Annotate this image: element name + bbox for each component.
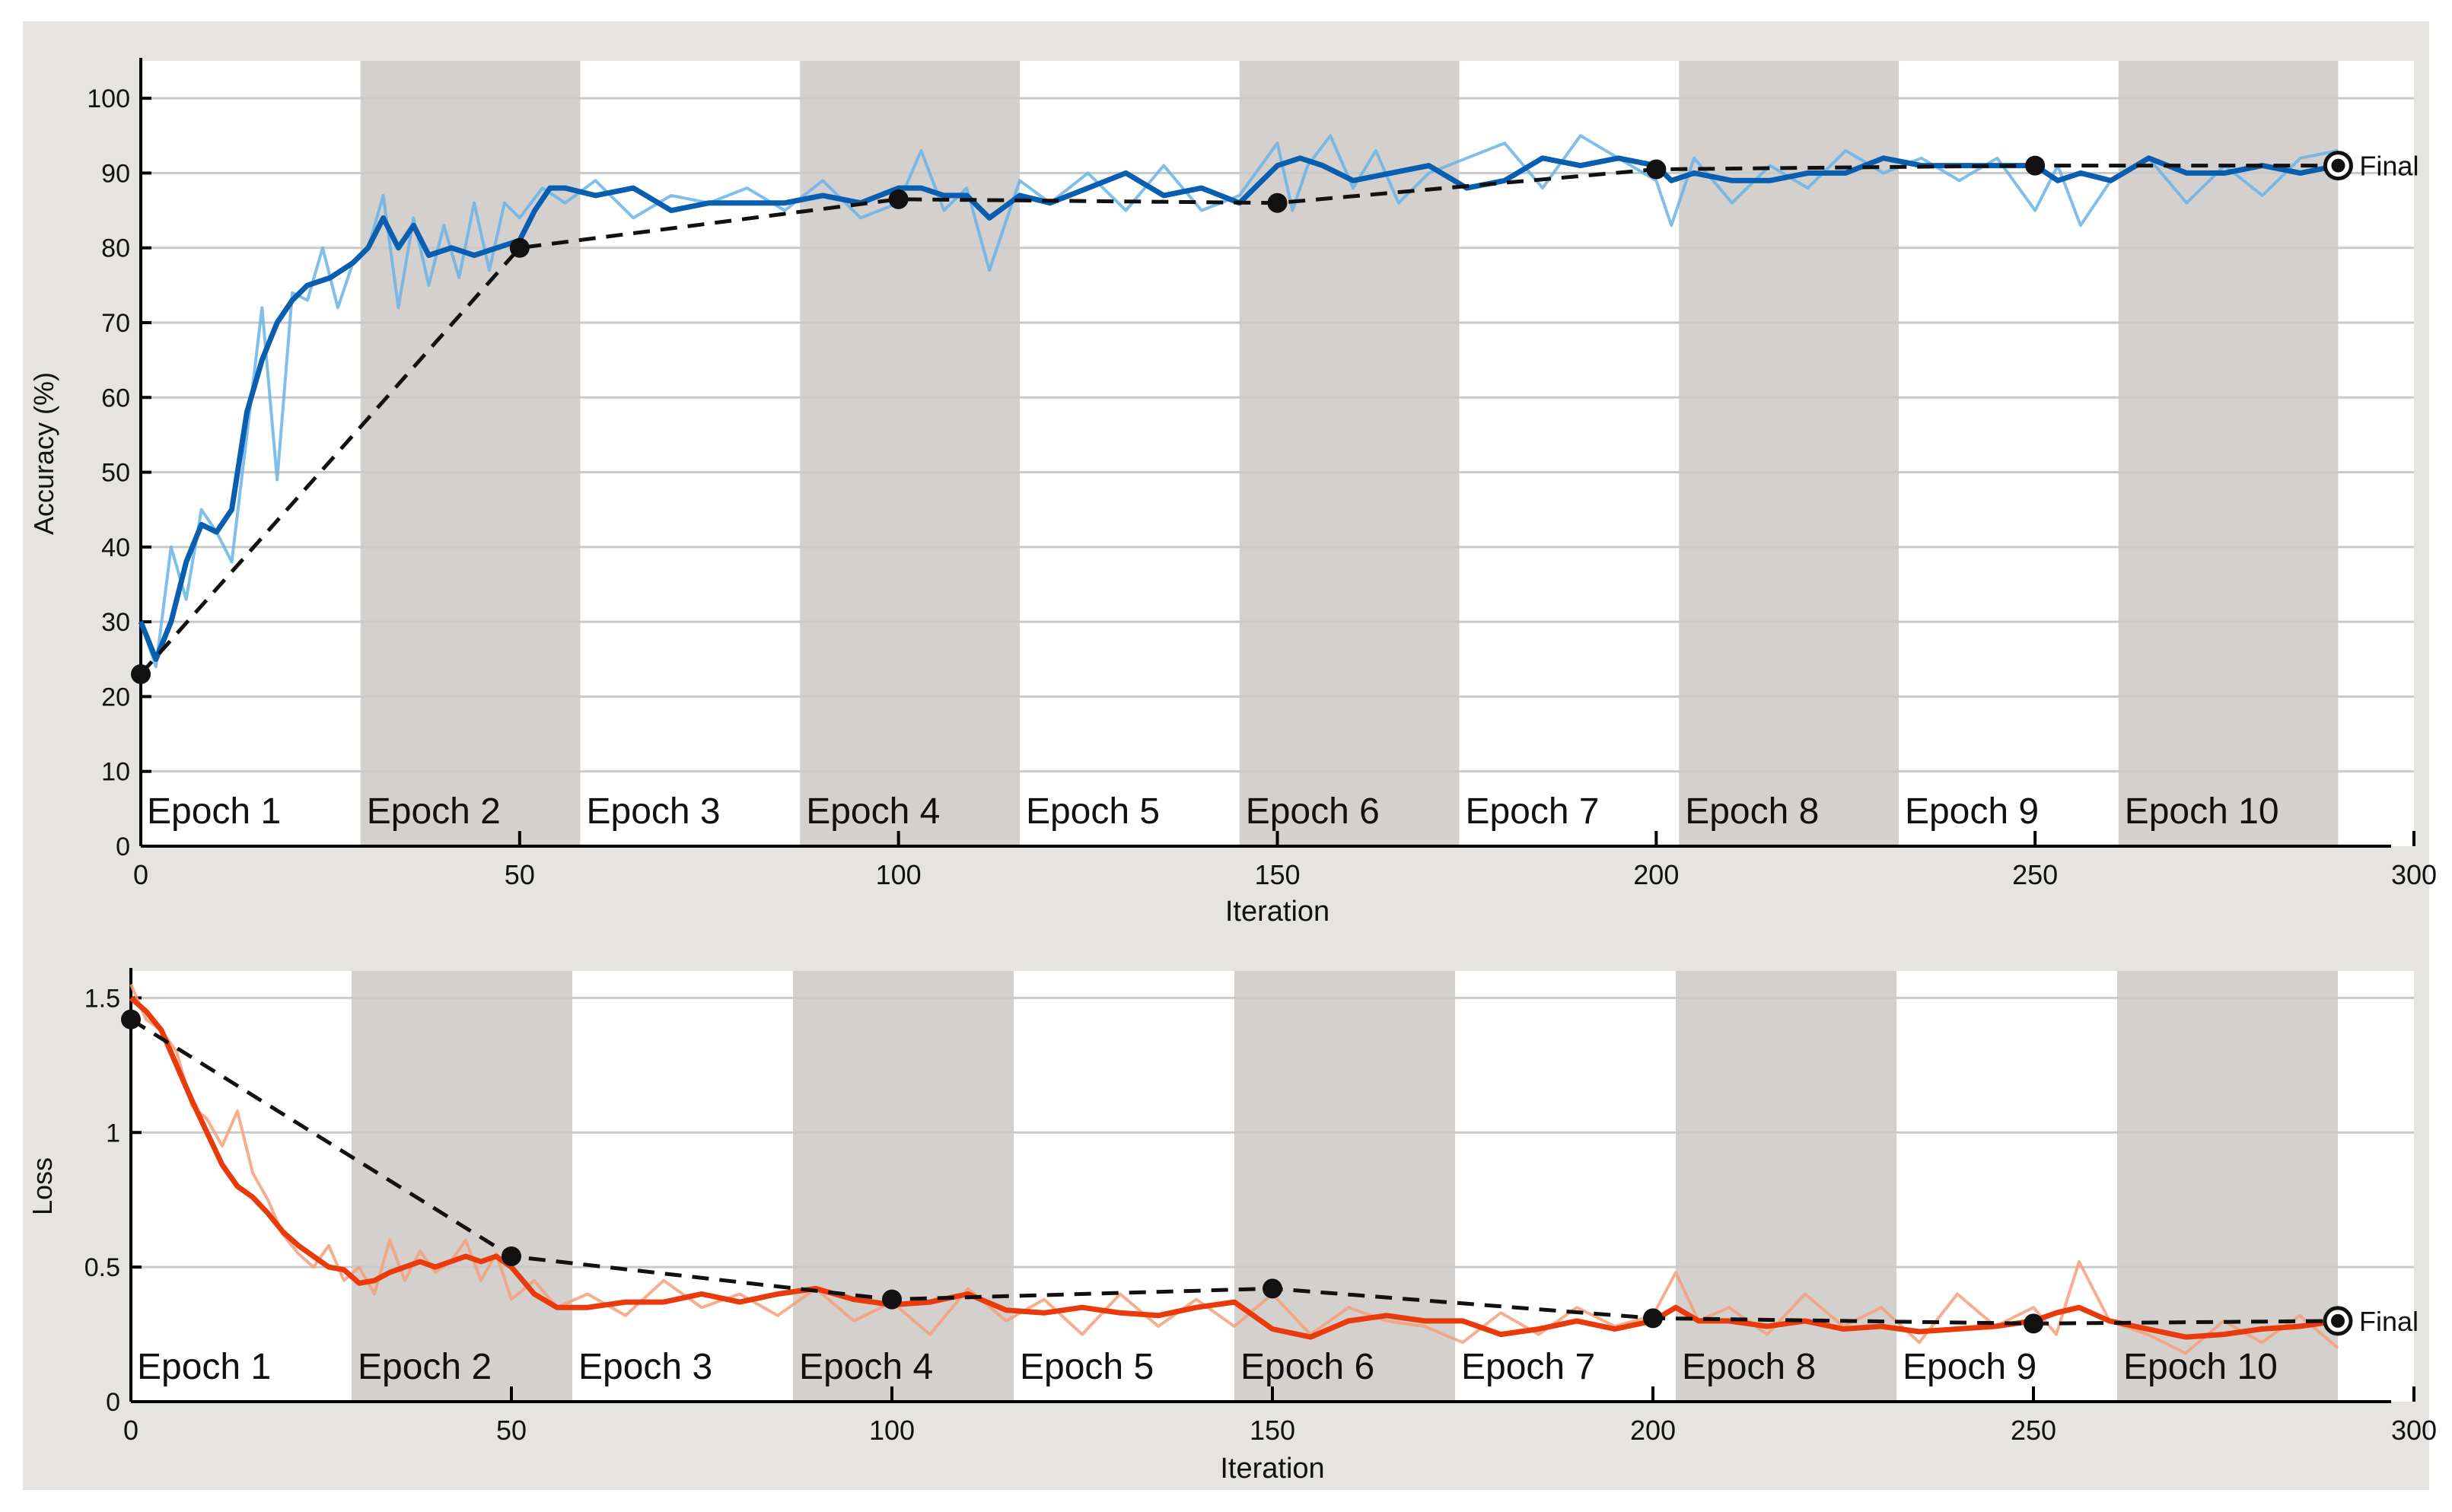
loss-epoch-label: Epoch 6 (1240, 1347, 1374, 1387)
loss-epoch-label: Epoch 4 (799, 1347, 933, 1387)
accuracy-x-axis-label: Iteration (1225, 896, 1329, 928)
accuracy-final-marker-dot (2331, 158, 2345, 173)
loss-validation-point (2024, 1313, 2043, 1334)
accuracy-y-tick-label: 0 (116, 832, 130, 861)
accuracy-y-tick-label: 20 (101, 683, 130, 711)
loss-final-marker-dot (2331, 1313, 2345, 1328)
accuracy-epoch-label: Epoch 10 (2125, 791, 2279, 832)
loss-epoch-band (1234, 971, 1455, 1402)
loss-epoch-label: Epoch 10 (2123, 1347, 2278, 1387)
accuracy-validation-point (1646, 159, 1667, 180)
loss-x-tick-label: 100 (869, 1415, 915, 1446)
loss-validation-point (882, 1289, 902, 1310)
loss-smoothed-series (129, 995, 2339, 1340)
loss-x-tick-label: 0 (123, 1415, 139, 1446)
accuracy-validation-point (2025, 155, 2046, 176)
accuracy-y-tick-label: 40 (101, 533, 130, 562)
loss-epoch-band (1676, 971, 1896, 1402)
loss-epoch-label: Epoch 1 (137, 1347, 271, 1387)
loss-x-tick-label: 250 (2011, 1415, 2056, 1446)
loss-epoch-label: Epoch 5 (1020, 1347, 1154, 1387)
accuracy-y-tick-label: 10 (101, 758, 130, 787)
accuracy-epoch-label: Epoch 3 (586, 791, 720, 832)
accuracy-validation-point (131, 664, 151, 684)
loss-validation-point (1263, 1278, 1282, 1299)
accuracy-x-tick-label: 200 (1633, 859, 1679, 890)
accuracy-panel: 0 10 20 30 40 50 60 70 80 90 100 0 50 100 150 200 250 300… (28, 58, 2437, 928)
loss-validation-point (502, 1246, 521, 1266)
loss-final-label: Final (2359, 1306, 2419, 1337)
accuracy-epoch-band (800, 61, 1020, 846)
loss-panel: 0 0.5 1 1.5 0 50 100 150 200 250 300 Iteration Loss E… (27, 968, 2437, 1485)
loss-raw-series (129, 983, 2339, 1355)
accuracy-x-tick-label: 300 (2391, 859, 2437, 890)
loss-x-tick-label: 300 (2391, 1415, 2437, 1446)
loss-epoch-band (352, 971, 572, 1402)
loss-epoch-label: Epoch 3 (578, 1347, 712, 1387)
loss-epoch-label: Epoch 7 (1461, 1347, 1595, 1387)
accuracy-validation-point (1267, 193, 1288, 213)
accuracy-y-axis-label: Accuracy (%) (28, 372, 59, 535)
loss-x-tick-label: 150 (1250, 1415, 1295, 1446)
accuracy-epoch-band (360, 61, 581, 846)
accuracy-smoothed-series (138, 155, 2339, 662)
loss-x-tick-label: 50 (496, 1415, 527, 1446)
accuracy-epoch-label: Epoch 6 (1246, 791, 1380, 832)
accuracy-epoch-label: Epoch 5 (1026, 791, 1160, 832)
accuracy-epoch-label: Epoch 1 (147, 791, 281, 832)
loss-y-tick-label: 1.5 (84, 984, 120, 1013)
accuracy-final-label: Final (2359, 151, 2419, 182)
accuracy-y-tick-label: 50 (101, 459, 130, 488)
accuracy-x-tick-label: 150 (1254, 859, 1300, 890)
accuracy-x-tick-label: 100 (876, 859, 922, 890)
accuracy-y-tick-label: 60 (101, 384, 130, 412)
accuracy-epoch-label: Epoch 7 (1465, 791, 1599, 832)
loss-epoch-label: Epoch 2 (358, 1347, 492, 1387)
accuracy-y-tick-label: 30 (101, 608, 130, 637)
accuracy-validation-point (888, 189, 909, 209)
accuracy-y-tick-label: 70 (101, 309, 130, 338)
accuracy-epoch-label: Epoch 2 (367, 791, 501, 832)
loss-y-axis-label: Loss (27, 1157, 58, 1215)
accuracy-validation-point (509, 237, 530, 258)
accuracy-epoch-label: Epoch 4 (806, 791, 940, 832)
loss-epoch-label: Epoch 9 (1903, 1347, 2036, 1387)
loss-x-axis-label: Iteration (1220, 1453, 1324, 1485)
loss-validation-point (1643, 1308, 1663, 1329)
accuracy-epoch-band (2118, 61, 2339, 846)
accuracy-epoch-label: Epoch 9 (1905, 791, 2039, 832)
accuracy-epoch-band (1239, 61, 1460, 846)
loss-epoch-band (793, 971, 1014, 1402)
loss-y-tick-label: 0 (106, 1388, 120, 1417)
accuracy-raw-series (139, 134, 2339, 669)
accuracy-y-tick-label: 80 (101, 234, 130, 263)
accuracy-epoch-label: Epoch 8 (1685, 791, 1819, 832)
accuracy-epoch-band (1679, 61, 1899, 846)
accuracy-x-tick-label: 50 (505, 859, 535, 890)
loss-validation-point (121, 1009, 141, 1030)
loss-y-tick-label: 1 (106, 1119, 120, 1148)
accuracy-x-tick-label: 0 (133, 859, 148, 890)
loss-y-tick-label: 0.5 (84, 1253, 120, 1282)
loss-epoch-label: Epoch 8 (1682, 1347, 1816, 1387)
accuracy-x-tick-label: 250 (2012, 859, 2058, 890)
loss-x-tick-label: 200 (1630, 1415, 1676, 1446)
accuracy-y-tick-label: 90 (101, 159, 130, 188)
accuracy-y-tick-label: 100 (87, 84, 130, 113)
